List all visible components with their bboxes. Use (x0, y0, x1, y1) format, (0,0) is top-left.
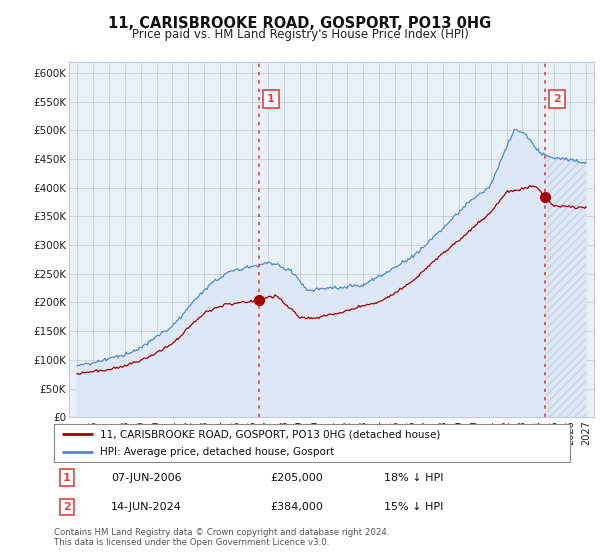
Text: Price paid vs. HM Land Registry's House Price Index (HPI): Price paid vs. HM Land Registry's House … (131, 28, 469, 41)
Text: 1: 1 (63, 473, 71, 483)
Text: 2: 2 (553, 94, 561, 104)
Text: £205,000: £205,000 (271, 473, 323, 483)
Text: 11, CARISBROOKE ROAD, GOSPORT, PO13 0HG (detached house): 11, CARISBROOKE ROAD, GOSPORT, PO13 0HG … (100, 429, 441, 439)
Text: 18% ↓ HPI: 18% ↓ HPI (384, 473, 444, 483)
Text: Contains HM Land Registry data © Crown copyright and database right 2024.
This d: Contains HM Land Registry data © Crown c… (54, 528, 389, 547)
Text: 1: 1 (267, 94, 275, 104)
Text: 15% ↓ HPI: 15% ↓ HPI (384, 502, 443, 512)
Text: 2: 2 (63, 502, 71, 512)
Text: 11, CARISBROOKE ROAD, GOSPORT, PO13 0HG: 11, CARISBROOKE ROAD, GOSPORT, PO13 0HG (109, 16, 491, 31)
Text: HPI: Average price, detached house, Gosport: HPI: Average price, detached house, Gosp… (100, 447, 335, 457)
Text: 07-JUN-2006: 07-JUN-2006 (111, 473, 181, 483)
Text: 14-JUN-2024: 14-JUN-2024 (111, 502, 182, 512)
Text: £384,000: £384,000 (271, 502, 323, 512)
